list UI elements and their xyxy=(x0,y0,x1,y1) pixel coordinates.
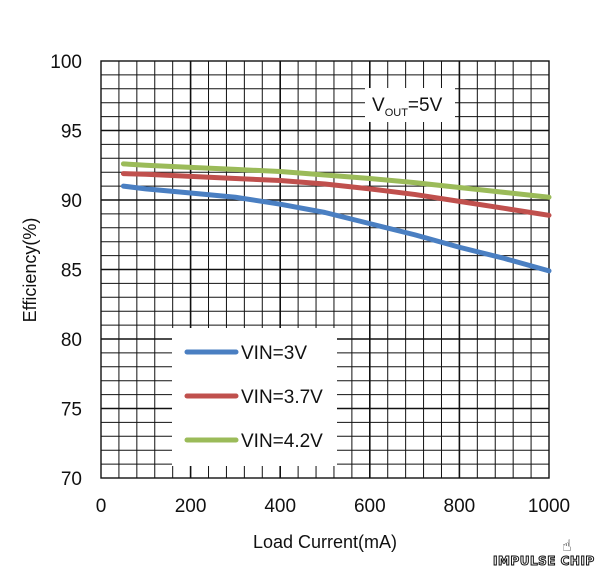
x-tick-label: 800 xyxy=(444,496,476,517)
vout-annotation: VOUT=5V xyxy=(365,88,455,122)
legend-label-3: VIN=4.2V xyxy=(241,431,323,452)
y-tick-label: 70 xyxy=(61,469,82,490)
y-tick-label: 75 xyxy=(61,400,82,421)
x-tick-label: 200 xyxy=(175,496,207,517)
y-tick-label: 85 xyxy=(61,261,82,282)
annotation-text: VOUT=5V xyxy=(372,95,443,119)
x-axis-label: Load Current(mA) xyxy=(253,532,397,552)
legend-label-2: VIN=3.7V xyxy=(241,387,323,408)
tick-labels: 0 200 400 600 800 1000 100 95 90 85 80 75 70 xyxy=(50,52,570,517)
legend-label-1: VIN=3V xyxy=(241,343,307,364)
y-axis-label: Efficiency(%) xyxy=(20,218,40,323)
y-tick-label: 80 xyxy=(61,330,82,351)
watermark-text: IMPULSE CHIP xyxy=(493,554,595,569)
x-tick-label: 0 xyxy=(96,496,107,517)
hand-icon: ☝ xyxy=(562,536,572,555)
x-tick-label: 600 xyxy=(354,496,386,517)
x-tick-label: 400 xyxy=(264,496,296,517)
series-line-2 xyxy=(120,171,552,218)
x-tick-label: 1000 xyxy=(528,496,570,517)
annotation-box xyxy=(365,88,455,122)
legend: VIN=3V VIN=3.7V VIN=4.2V xyxy=(172,328,337,466)
y-tick-label: 95 xyxy=(61,122,82,143)
series-lines xyxy=(120,161,552,274)
y-tick-label: 100 xyxy=(50,52,82,73)
series-line-1 xyxy=(120,183,552,274)
y-tick-label: 90 xyxy=(61,191,82,212)
series-line-3 xyxy=(120,161,552,200)
